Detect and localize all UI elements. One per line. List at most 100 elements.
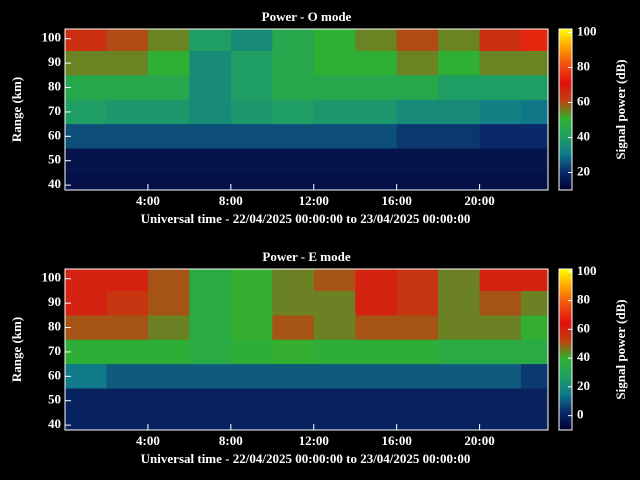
heat-cell [479,269,522,292]
heat-cell [479,172,522,191]
y-tick-label: 90 [48,294,61,309]
heat-cell [313,172,356,191]
heat-cell [230,339,273,365]
heat-cell [147,75,190,101]
heat-cell [396,315,439,341]
y-axis-label: Range (km) [9,317,24,382]
heat-cell [189,290,232,316]
heat-cell [230,99,273,125]
heat-cell [396,388,439,414]
heat-cell [479,339,522,365]
heat-cell [272,412,315,431]
colorbar-tick-label: 100 [577,263,597,278]
heat-cell [355,148,398,174]
heat-cell [355,124,398,150]
heat-cell [438,339,481,365]
heat-cell [396,290,439,316]
y-tick-label: 40 [48,176,61,191]
heat-cell [355,99,398,125]
heat-cell [230,29,273,52]
heat-cell [479,364,522,390]
heat-cell [272,388,315,414]
heat-cell [479,148,522,174]
heat-cell [313,50,356,76]
heat-cell [521,290,549,316]
heat-cell [230,124,273,150]
colorbar-tick-label: 40 [577,128,590,143]
heat-cell [65,290,107,316]
heat-cell [521,124,549,150]
heat-cell [355,339,398,365]
heat-cell [65,364,107,390]
heat-cell [396,148,439,174]
x-tick-label: 8:00 [219,433,243,448]
heat-cell [147,269,190,292]
heat-cell [147,315,190,341]
heat-cell [147,412,190,431]
heat-cell [313,339,356,365]
colorbar-tick-label: 20 [577,378,590,393]
heat-cell [313,412,356,431]
heat-cell [230,148,273,174]
y-tick-label: 90 [48,54,61,69]
heat-cell [396,50,439,76]
heat-cell [65,315,107,341]
heat-cell [189,99,232,125]
heat-cell [438,124,481,150]
heat-cell [189,315,232,341]
heat-cell [272,75,315,101]
y-tick-label: 50 [48,152,61,167]
heat-cell [65,339,107,365]
heat-cell [355,315,398,341]
heat-cell [438,148,481,174]
colorbar-tick-label: 80 [577,292,590,307]
y-axis-label: Range (km) [9,77,24,142]
heat-cell [313,75,356,101]
heat-cell [272,269,315,292]
heat-cell [106,29,149,52]
heat-cell [189,148,232,174]
x-tick-label: 12:00 [299,193,329,208]
heat-cell [396,99,439,125]
chart-title: Power - O mode [262,9,352,24]
x-tick-label: 16:00 [382,193,412,208]
heat-cell [479,124,522,150]
heat-cell [313,29,356,52]
heat-cell [65,124,107,150]
heat-cell [147,172,190,191]
heat-cell [355,364,398,390]
x-tick-label: 12:00 [299,433,329,448]
colorbar-label: Signal power (dB) [613,299,628,399]
y-tick-label: 80 [48,79,61,94]
heat-cell [272,364,315,390]
heat-cell [106,339,149,365]
heat-cell [106,388,149,414]
heat-cell [106,75,149,101]
x-axis-label: Universal time - 22/04/2025 00:00:00 to … [141,211,471,226]
heat-cell [272,124,315,150]
heat-cell [521,29,549,52]
x-tick-label: 4:00 [136,433,160,448]
heat-cell [106,269,149,292]
colorbar-tick-label: 0 [577,407,584,422]
heat-cell [355,50,398,76]
y-tick-label: 60 [48,367,61,382]
heat-cell [438,29,481,52]
heat-cell [438,290,481,316]
heat-cell [396,172,439,191]
heat-cell [65,412,107,431]
heat-cell [230,75,273,101]
y-tick-label: 40 [48,416,61,431]
y-tick-label: 70 [48,103,61,118]
heat-cell [230,50,273,76]
heat-cell [396,29,439,52]
heat-cell [355,269,398,292]
heat-cell [438,50,481,76]
heat-cell [272,50,315,76]
heat-cell [521,315,549,341]
heat-cell [189,172,232,191]
heat-cell [65,75,107,101]
heat-cell [189,75,232,101]
heat-cell [106,290,149,316]
